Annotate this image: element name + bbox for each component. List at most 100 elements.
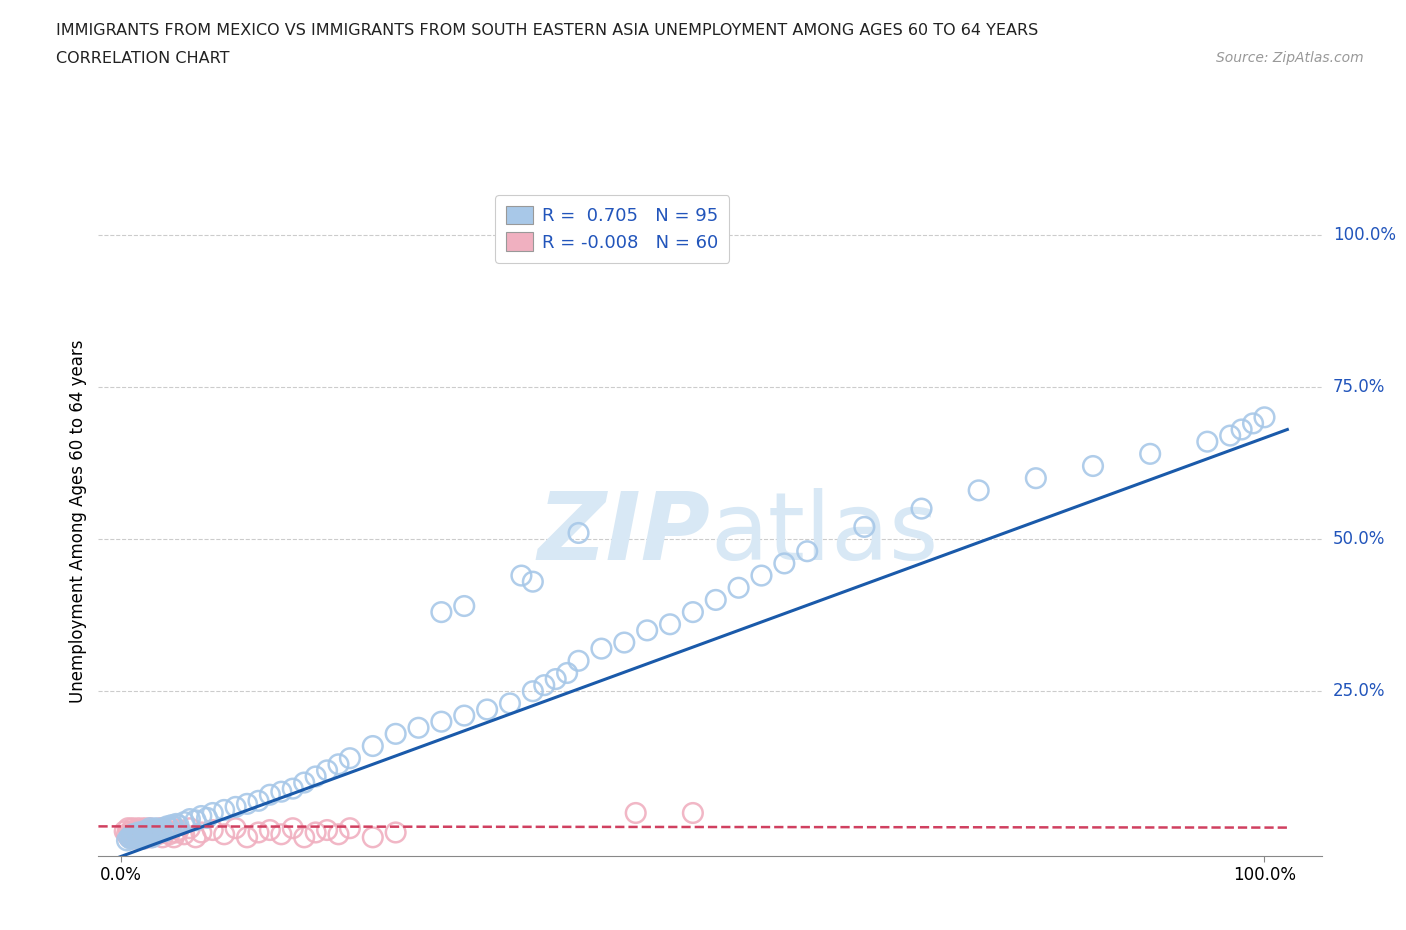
Point: [727, 580, 749, 595]
Point: [115, 833, 138, 848]
Point: [453, 599, 475, 614]
Point: [167, 823, 190, 838]
Point: [142, 829, 165, 844]
Point: [292, 775, 315, 790]
Point: [134, 821, 156, 836]
Point: [115, 827, 138, 842]
Point: [682, 604, 704, 619]
Point: [125, 827, 148, 842]
Y-axis label: Unemployment Among Ages 60 to 64 years: Unemployment Among Ages 60 to 64 years: [69, 339, 87, 702]
Point: [122, 829, 145, 844]
Point: [145, 824, 167, 839]
Point: [361, 738, 384, 753]
Point: [135, 825, 157, 840]
Point: [165, 825, 187, 840]
Point: [212, 803, 235, 817]
Point: [118, 830, 141, 844]
Point: [1230, 422, 1253, 437]
Text: 50.0%: 50.0%: [1333, 530, 1385, 548]
Point: [682, 805, 704, 820]
Text: 25.0%: 25.0%: [1333, 683, 1385, 700]
Point: [179, 812, 201, 827]
Point: [236, 796, 259, 811]
Point: [136, 823, 159, 838]
Point: [127, 830, 149, 844]
Point: [796, 544, 818, 559]
Point: [160, 821, 183, 836]
Point: [316, 763, 339, 777]
Text: CORRELATION CHART: CORRELATION CHART: [56, 51, 229, 66]
Point: [134, 827, 156, 842]
Point: [292, 830, 315, 844]
Point: [121, 821, 143, 836]
Point: [567, 525, 589, 540]
Point: [236, 830, 259, 844]
Point: [114, 824, 136, 839]
Point: [157, 827, 180, 842]
Point: [270, 784, 292, 799]
Point: [124, 829, 146, 844]
Point: [128, 825, 150, 840]
Point: [152, 830, 174, 844]
Point: [225, 800, 247, 815]
Point: [127, 827, 149, 842]
Point: [160, 817, 183, 832]
Point: [138, 827, 160, 842]
Point: [139, 821, 162, 836]
Point: [139, 825, 162, 840]
Point: [163, 830, 186, 844]
Point: [201, 823, 224, 838]
Point: [117, 821, 139, 836]
Point: [149, 823, 172, 838]
Point: [127, 821, 149, 836]
Point: [121, 827, 143, 842]
Point: [173, 815, 195, 830]
Point: [281, 821, 304, 836]
Point: [544, 671, 567, 686]
Point: [636, 623, 658, 638]
Point: [146, 825, 169, 840]
Point: [149, 821, 172, 836]
Point: [122, 825, 145, 840]
Point: [270, 827, 292, 842]
Point: [281, 781, 304, 796]
Point: [157, 821, 180, 836]
Point: [1139, 446, 1161, 461]
Point: [1197, 434, 1219, 449]
Point: [134, 830, 156, 844]
Point: [135, 829, 157, 844]
Point: [163, 819, 186, 834]
Point: [328, 827, 350, 842]
Point: [184, 813, 207, 828]
Point: [152, 821, 174, 836]
Point: [120, 831, 142, 846]
Point: [453, 708, 475, 723]
Point: [118, 830, 141, 844]
Point: [179, 821, 201, 836]
Point: [1219, 428, 1241, 443]
Point: [853, 520, 876, 535]
Point: [1241, 416, 1264, 431]
Point: [121, 829, 143, 844]
Point: [125, 823, 148, 838]
Point: [613, 635, 636, 650]
Point: [212, 827, 235, 842]
Point: [195, 810, 218, 825]
Point: [225, 821, 247, 836]
Point: [510, 568, 533, 583]
Point: [339, 821, 361, 836]
Legend: Immigrants from Mexico, Immigrants from South Eastern Asia: Immigrants from Mexico, Immigrants from …: [406, 924, 1014, 930]
Point: [304, 769, 326, 784]
Point: [624, 805, 647, 820]
Point: [591, 641, 613, 656]
Point: [259, 823, 281, 838]
Point: [184, 830, 207, 844]
Point: [259, 788, 281, 803]
Text: 100.0%: 100.0%: [1333, 226, 1396, 244]
Point: [124, 831, 146, 846]
Point: [773, 556, 796, 571]
Point: [328, 757, 350, 772]
Point: [121, 830, 143, 844]
Point: [408, 721, 430, 736]
Text: IMMIGRANTS FROM MEXICO VS IMMIGRANTS FROM SOUTH EASTERN ASIA UNEMPLOYMENT AMONG : IMMIGRANTS FROM MEXICO VS IMMIGRANTS FRO…: [56, 23, 1039, 38]
